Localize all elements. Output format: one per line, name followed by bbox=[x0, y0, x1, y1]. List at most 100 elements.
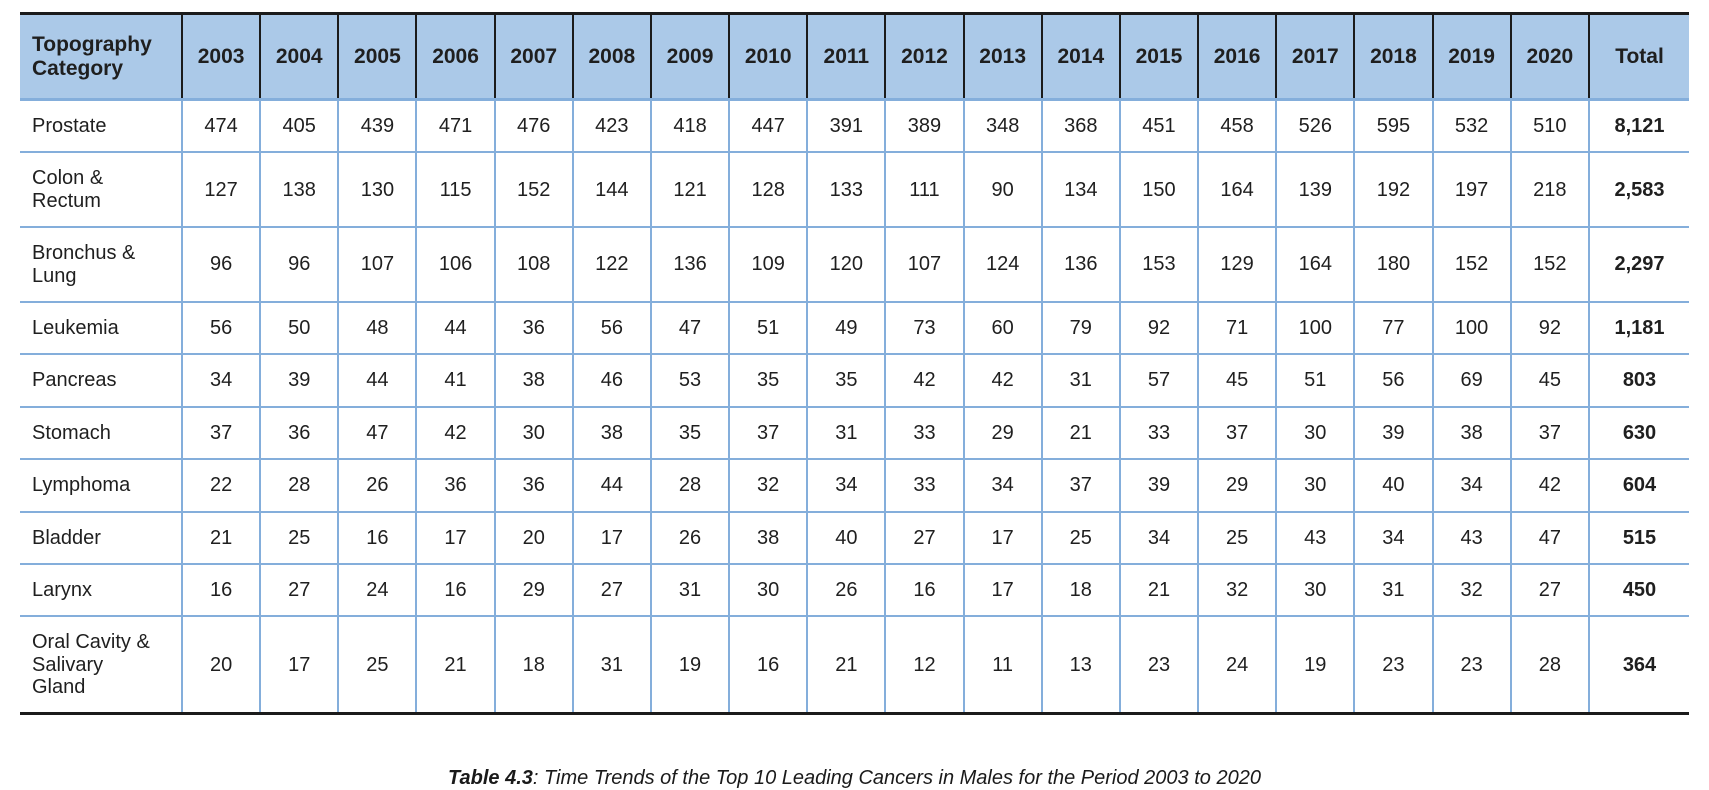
value-cell: 19 bbox=[649, 615, 731, 714]
value-cell: 130 bbox=[337, 151, 418, 229]
cancer-trends-table: Topography Category 2003 2004 2005 2006 2007 2… bbox=[20, 12, 1689, 716]
value-cell: 348 bbox=[962, 98, 1043, 154]
value-cell: 23 bbox=[1431, 615, 1512, 714]
table-caption-text: : Time Trends of the Top 10 Leading Canc… bbox=[532, 767, 1261, 790]
value-cell: 129 bbox=[1197, 226, 1278, 303]
year-column-header: 2015 bbox=[1118, 13, 1199, 101]
value-cell: 115 bbox=[415, 151, 496, 229]
value-cell: 37 bbox=[728, 405, 809, 461]
year-column-header: 2014 bbox=[1040, 13, 1120, 101]
value-cell: 32 bbox=[1431, 562, 1512, 618]
table-row: Pancreas 34 39 44 41 38 46 53 35 35 42 42 31 57 45 51 56… bbox=[20, 353, 1689, 408]
total-column-header: Total bbox=[1588, 13, 1689, 101]
value-cell: 17 bbox=[259, 615, 340, 714]
value-cell: 16 bbox=[728, 615, 809, 714]
value-cell: 21 bbox=[180, 510, 262, 565]
year-column-header: 2007 bbox=[493, 13, 573, 101]
value-cell: 37 bbox=[1197, 405, 1278, 461]
value-cell: 24 bbox=[1197, 615, 1278, 714]
value-cell: 34 bbox=[1118, 510, 1200, 565]
value-cell: 49 bbox=[806, 300, 887, 356]
value-cell: 33 bbox=[884, 405, 965, 461]
value-cell: 144 bbox=[571, 151, 652, 229]
value-cell: 121 bbox=[649, 151, 731, 229]
value-cell: 20 bbox=[493, 510, 574, 565]
value-cell: 30 bbox=[1275, 458, 1356, 513]
value-cell: 26 bbox=[337, 458, 418, 513]
value-cell: 152 bbox=[493, 151, 574, 229]
value-cell: 92 bbox=[1118, 300, 1200, 356]
value-cell: 29 bbox=[962, 405, 1043, 461]
value-cell: 41 bbox=[415, 353, 496, 408]
value-cell: 44 bbox=[571, 458, 652, 513]
value-cell: 32 bbox=[728, 458, 809, 513]
value-cell: 476 bbox=[493, 98, 574, 154]
value-cell: 32 bbox=[1197, 562, 1278, 618]
value-cell: 192 bbox=[1353, 151, 1434, 229]
value-cell: 25 bbox=[259, 510, 340, 565]
year-column-header: 2020 bbox=[1509, 13, 1589, 101]
value-cell: 368 bbox=[1040, 98, 1121, 154]
value-cell: 34 bbox=[962, 458, 1043, 513]
year-column-header: 2004 bbox=[259, 13, 339, 101]
value-cell: 17 bbox=[962, 562, 1043, 618]
value-cell: 107 bbox=[884, 226, 965, 303]
value-cell: 136 bbox=[1040, 226, 1121, 303]
value-cell: 60 bbox=[962, 300, 1043, 356]
table-row: Leukemia 56 50 48 44 36 56 47 51 49 73 60 79 92 71 100 7… bbox=[20, 300, 1689, 356]
value-cell: 28 bbox=[649, 458, 731, 513]
value-cell: 33 bbox=[884, 458, 965, 513]
category-cell: Larynx bbox=[20, 562, 183, 618]
value-cell: 405 bbox=[259, 98, 340, 154]
year-column-header: 2011 bbox=[806, 13, 886, 101]
value-cell: 31 bbox=[806, 405, 887, 461]
value-cell: 30 bbox=[1275, 405, 1356, 461]
value-cell: 42 bbox=[884, 353, 965, 408]
value-cell: 451 bbox=[1118, 98, 1200, 154]
value-cell: 16 bbox=[180, 562, 262, 618]
value-cell: 46 bbox=[571, 353, 652, 408]
value-cell: 51 bbox=[1275, 353, 1356, 408]
category-cell: Pancreas bbox=[20, 353, 183, 408]
value-cell: 391 bbox=[806, 98, 887, 154]
value-cell: 39 bbox=[1353, 405, 1434, 461]
year-column-header: 2018 bbox=[1353, 13, 1433, 101]
value-cell: 418 bbox=[649, 98, 731, 154]
value-cell: 120 bbox=[806, 226, 887, 303]
table-row: Bronchus & Lung 96 96 107 106 108 122 136 109 120… bbox=[20, 226, 1689, 303]
value-cell: 77 bbox=[1353, 300, 1434, 356]
value-cell: 458 bbox=[1197, 98, 1278, 154]
total-cell: 515 bbox=[1588, 510, 1689, 565]
table-row: Larynx 16 27 24 16 29 27 31 30 26 16 17 18 21 32 30 31 32… bbox=[20, 562, 1689, 618]
value-cell: 69 bbox=[1431, 353, 1512, 408]
total-cell: 450 bbox=[1588, 562, 1689, 618]
value-cell: 471 bbox=[415, 98, 496, 154]
value-cell: 152 bbox=[1509, 226, 1591, 303]
table-row: Lymphoma 22 28 26 36 36 44 28 32 34 33 34 37 39 29 30 40… bbox=[20, 458, 1689, 513]
value-cell: 44 bbox=[415, 300, 496, 356]
value-cell: 21 bbox=[806, 615, 887, 714]
value-cell: 389 bbox=[884, 98, 965, 154]
value-cell: 133 bbox=[806, 151, 887, 229]
category-cell: Lymphoma bbox=[20, 458, 183, 513]
value-cell: 164 bbox=[1197, 151, 1278, 229]
value-cell: 447 bbox=[728, 98, 809, 154]
value-cell: 30 bbox=[728, 562, 809, 618]
value-cell: 35 bbox=[728, 353, 809, 408]
total-cell: 2,583 bbox=[1588, 151, 1689, 229]
table-row: Colon & Rectum 127 138 130 115 152 144 121 128 13… bbox=[20, 151, 1689, 229]
value-cell: 34 bbox=[1431, 458, 1512, 513]
value-cell: 35 bbox=[649, 405, 731, 461]
total-cell: 2,297 bbox=[1588, 226, 1689, 303]
category-cell: Bladder bbox=[20, 510, 183, 565]
year-column-header: 2003 bbox=[180, 13, 261, 101]
category-cell: Stomach bbox=[20, 405, 183, 461]
value-cell: 31 bbox=[571, 615, 652, 714]
value-cell: 21 bbox=[1040, 405, 1121, 461]
value-cell: 153 bbox=[1118, 226, 1200, 303]
value-cell: 150 bbox=[1118, 151, 1200, 229]
value-cell: 36 bbox=[259, 405, 340, 461]
value-cell: 152 bbox=[1431, 226, 1512, 303]
value-cell: 138 bbox=[259, 151, 340, 229]
value-cell: 45 bbox=[1197, 353, 1278, 408]
